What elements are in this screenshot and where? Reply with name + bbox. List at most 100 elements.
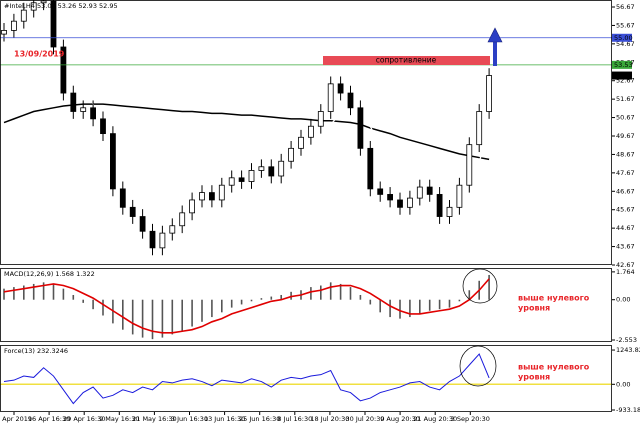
level-label: 53.53 [614,61,633,69]
y-tick-label: 44.67 [616,224,635,232]
panel-title: #Intel,H4 53.07 53.26 52.93 52.95 [4,2,118,10]
y-tick-label: 49.67 [616,132,635,140]
candle-body [377,188,384,195]
y-tick-label: 51.67 [616,95,635,103]
time-label: 9 Aug 20:30 [380,415,420,423]
panel [0,353,612,405]
candle-body [258,166,265,171]
panel-border [0,268,612,342]
candle-body [268,166,275,177]
panel-title: Force(13) 232.3246 [4,347,68,355]
y-tick-label: 56.67 [616,3,635,11]
candle-body [218,184,225,201]
candle-body [199,192,205,201]
time-label: 21 Aug 20:30 [413,415,457,423]
candle-body [367,147,374,190]
candle-body [20,9,27,22]
panel-border [0,0,612,265]
y-tick-label: 1.764 [616,268,635,276]
candle-body [397,199,403,208]
time-label: 18 Jul 20:30 [310,415,349,423]
signal-line [3,278,490,334]
candle-body [357,107,364,149]
annotation: 13/09/2019 [14,50,65,59]
candle-body [80,107,87,112]
time-label: 8 Jul 16:30 [277,415,312,423]
candle-body [1,30,7,35]
y-tick-label: 47.67 [616,169,635,177]
candle-body [238,177,245,182]
time-label: 25 Jun 16:30 [239,415,280,423]
level-tag [612,33,632,42]
time-label: 3 Sep 20:30 [451,415,490,423]
y-tick-label: 48.67 [616,150,635,158]
candle-body [337,83,344,94]
arrow-head [487,27,503,43]
y-tick-label: 55.67 [616,21,635,29]
y-tick-label: 54.67 [616,40,635,48]
annotation: уровня [518,373,550,382]
candle-body [307,125,314,138]
candle-body [327,83,334,112]
annotation: уровня [518,304,550,313]
y-tick-label: 1243.825 [616,346,640,354]
time-label: 9 May 16:30 [99,415,139,423]
panel [3,274,490,340]
highlight-circle [462,268,498,304]
candle-body [119,188,126,208]
y-tick-label: 42.67 [616,261,635,269]
candle-body [40,0,47,4]
candle-body [476,111,483,146]
y-tick-label: 0.00 [616,380,630,388]
y-tick-label: 0.00 [616,296,630,304]
moving-average [3,103,490,161]
candle-body [208,192,215,201]
annotation: выше нулевого [518,363,590,372]
y-tick-label: 46.67 [616,187,635,195]
candle-body [248,170,255,182]
candle-body [90,107,96,120]
y-tick-label: 52.67 [616,77,635,85]
candle-body [60,46,67,94]
candle-body [189,199,196,214]
force-line [3,353,490,405]
candle-body [100,118,106,135]
candle-body [10,20,17,31]
panel-title: MACD(12,26,9) 1.568 1.322 [4,270,95,278]
candle-body [139,216,146,232]
time-label: 21 May 16:30 [132,415,177,423]
time-label: 16 Apr 16:30 [28,415,70,423]
candle-body [347,92,354,109]
highlight-circle [459,345,497,387]
price-tag [612,71,632,80]
level-label: 55.00 [614,34,633,42]
time-label: 29 Apr 16:30 [63,415,105,423]
time-label: 3 Jun 16:30 [171,415,208,423]
candle-body [50,0,57,48]
y-tick-label: 45.67 [616,206,635,214]
candle-body [298,136,304,149]
candle-body [30,2,37,11]
candle-body [486,75,493,112]
resistance-box [323,56,490,65]
candle-body [288,147,295,162]
y-tick-label: 43.67 [616,243,635,251]
candle-body [159,232,166,249]
candle-body [446,206,453,217]
candle-body [436,194,443,217]
candle-body [387,194,394,201]
moving-average [3,2,490,242]
last-price: 52.95 [614,72,633,80]
candle-body [129,206,136,217]
candle-body [278,160,285,177]
candle-body [70,92,77,112]
time-label: 13 Jun 16:30 [204,415,245,423]
candle-body [426,186,433,195]
candle-body [466,144,473,186]
candle-body [228,177,235,186]
time-label: 30 Jul 20:30 [346,415,385,423]
y-tick-label: 50.67 [616,114,635,122]
candle-body [179,212,186,227]
